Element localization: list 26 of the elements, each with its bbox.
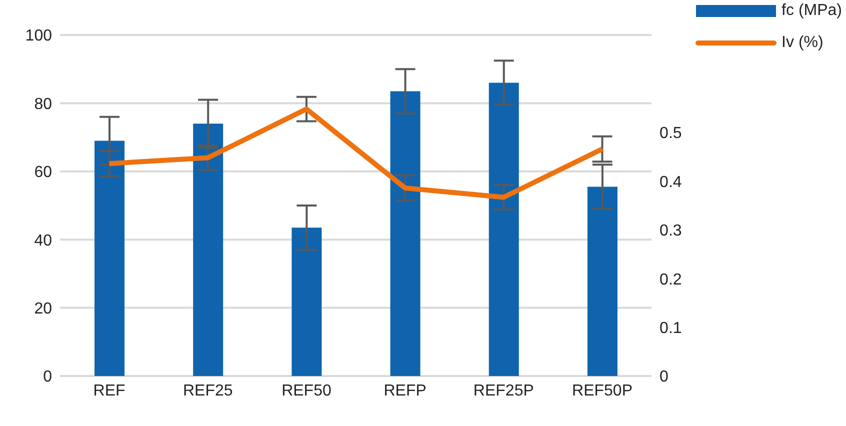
bar — [292, 228, 322, 376]
x-tick-label: REF50 — [282, 382, 332, 400]
y-tick-label: 60 — [34, 164, 52, 182]
y2-tick-label: 0.3 — [660, 222, 682, 240]
bar — [193, 124, 224, 376]
bar — [390, 91, 420, 376]
x-tick-label: REF — [93, 382, 126, 400]
bar — [94, 140, 125, 376]
legend-label: fc (MPa) — [782, 2, 842, 20]
y-tick-label: 40 — [34, 232, 52, 250]
y2-tick-label: 0.1 — [660, 320, 682, 337]
y-tick-label: 0 — [43, 368, 52, 386]
x-tick-label: REFP — [384, 382, 426, 400]
y-tick-label: 100 — [25, 28, 52, 45]
legend-label: Iv (%) — [782, 34, 824, 52]
y-tick-label: 20 — [34, 300, 52, 318]
y2-tick-label: 0.2 — [660, 271, 682, 288]
bar — [587, 186, 618, 376]
bar — [488, 82, 519, 376]
y-tick-label: 80 — [34, 96, 52, 113]
y2-tick-label: 0.5 — [660, 125, 682, 142]
x-tick-label: REF25 — [182, 382, 233, 400]
y2-tick-label: 0.4 — [660, 174, 682, 191]
x-tick-label: REF50P — [572, 382, 632, 400]
x-tick-label: REF25P — [473, 382, 534, 400]
y2-tick-label: 0 — [660, 368, 669, 386]
